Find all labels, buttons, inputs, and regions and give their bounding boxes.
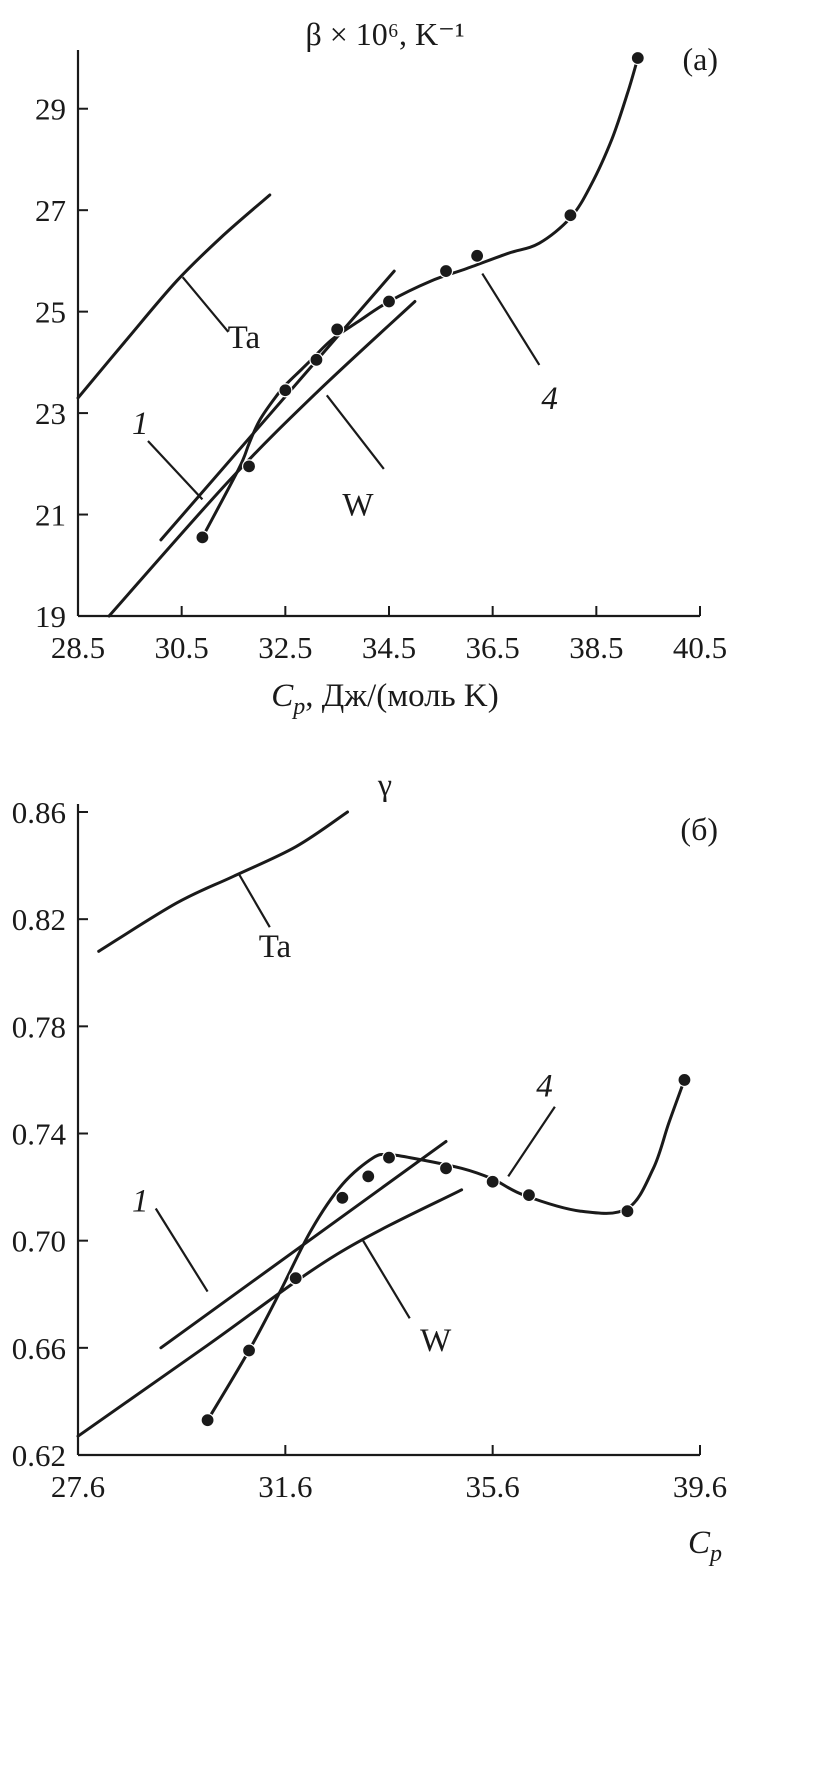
series-leader-line — [507, 1106, 556, 1177]
data-point — [278, 383, 293, 398]
panel-label: (б) — [680, 811, 718, 847]
chart-panel-b: 0.62 0.66 0.70 0.74 0.78 0.82 0.86 27.6 31.6 35.6… — [12, 766, 727, 1567]
y-tick-label: 21 — [35, 498, 66, 533]
data-point — [563, 208, 578, 223]
data-point — [438, 263, 454, 279]
series-leader-line — [481, 273, 541, 366]
x-axis-title: Cp, Дж/(моль K) — [271, 678, 499, 720]
x-tick-label: 35.6 — [466, 1469, 520, 1504]
x-tick-label: 30.5 — [155, 630, 209, 665]
x-tick-label: 34.5 — [362, 630, 416, 665]
series-line-0 — [97, 810, 349, 953]
series-line-2 — [107, 300, 417, 618]
series-leader-line — [147, 440, 204, 501]
series-label: Ta — [228, 320, 261, 356]
series-line-3 — [200, 56, 640, 539]
y-tick-label: 0.82 — [12, 902, 66, 937]
y-tick-label: 0.78 — [12, 1009, 66, 1044]
data-point — [241, 1343, 257, 1358]
y-tick-label: 19 — [35, 599, 66, 634]
data-point — [361, 1169, 376, 1184]
series-line-2 — [76, 1188, 464, 1438]
x-tick-label: 40.5 — [673, 630, 727, 665]
series-label: Ta — [259, 929, 292, 965]
data-point — [200, 1413, 215, 1428]
x-tick-label: 28.5 — [51, 630, 105, 665]
data-point — [521, 1188, 537, 1203]
data-point — [438, 1161, 454, 1176]
x-axis-title-main: C — [271, 678, 294, 714]
x-tick-label: 31.6 — [258, 1469, 312, 1504]
x-tick-label: 32.5 — [258, 630, 312, 665]
series-label: 4 — [541, 381, 558, 417]
chart-panel-a: 19 21 23 25 27 29 28.5 30.5 32.5 34.5 36.5 38.5 40.5… — [35, 16, 727, 720]
data-point — [485, 1174, 500, 1189]
data-point — [195, 530, 210, 545]
y-tick-label: 23 — [35, 396, 66, 431]
x-axis-title-sub: p — [291, 694, 305, 720]
series-label: W — [342, 487, 374, 523]
data-point — [309, 352, 324, 367]
x-axis-title: Cp — [688, 1525, 722, 1567]
y-tick-label: 0.62 — [12, 1438, 66, 1473]
series-label: 1 — [132, 1183, 149, 1219]
x-tick-label: 27.6 — [51, 1469, 105, 1504]
data-point — [630, 50, 645, 66]
x-axis-title-sub: p — [708, 1541, 722, 1567]
data-point — [470, 248, 485, 263]
data-point — [677, 1072, 692, 1088]
series-leader-line — [154, 1207, 209, 1293]
data-point — [288, 1271, 303, 1286]
series-leader-line — [237, 873, 271, 928]
x-axis-title-main: C — [688, 1525, 711, 1561]
y-tick-label: 25 — [35, 295, 66, 330]
data-point — [381, 1150, 397, 1165]
x-tick-label: 38.5 — [569, 630, 623, 665]
x-tick-label: 36.5 — [466, 630, 520, 665]
series-leader-line — [181, 276, 230, 333]
y-tick-label: 27 — [35, 193, 66, 228]
data-point — [241, 459, 257, 474]
y-axis-title: γ — [377, 766, 392, 802]
x-tick-label: 39.6 — [673, 1469, 727, 1504]
y-tick-label: 0.70 — [12, 1224, 66, 1259]
y-tick-label: 0.74 — [12, 1117, 67, 1152]
series-label: 4 — [536, 1068, 553, 1104]
series-label: 1 — [132, 406, 149, 442]
panel-label: (a) — [682, 41, 718, 77]
y-tick-label: 0.66 — [12, 1331, 66, 1366]
data-point — [330, 322, 345, 337]
series-line-0 — [76, 193, 272, 400]
data-point — [381, 294, 397, 309]
data-point — [620, 1204, 635, 1219]
series-leader-line — [325, 394, 385, 470]
x-axis-title-rest: , Дж/(моль K) — [305, 678, 499, 714]
y-tick-label: 29 — [35, 92, 66, 127]
series-leader-line — [362, 1240, 411, 1319]
y-axis-title: β × 10⁶, K⁻¹ — [305, 16, 464, 52]
series-label: W — [420, 1323, 452, 1359]
data-point — [335, 1190, 350, 1205]
series-line-3 — [206, 1078, 686, 1422]
y-tick-label: 0.86 — [12, 795, 66, 830]
